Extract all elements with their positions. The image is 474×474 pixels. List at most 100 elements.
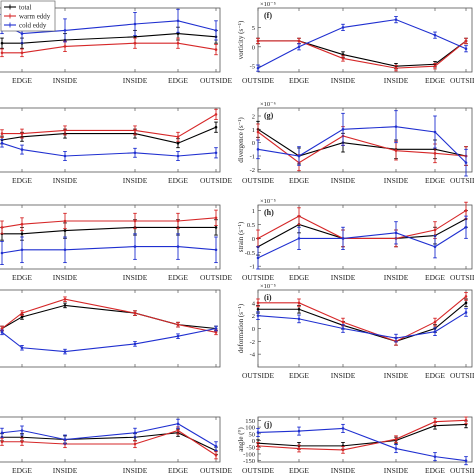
x-tick-label: OUTSIDE [242, 371, 274, 380]
x-tick-label: EDGE [425, 466, 445, 474]
x-tick-label: EDGE [425, 371, 445, 380]
data-point [176, 141, 180, 145]
y-tick-label: -2 [250, 167, 255, 174]
x-tick-label: EDGE [425, 76, 445, 85]
data-point [176, 323, 180, 326]
x-tick-label: INSIDE [331, 76, 356, 85]
data-point [176, 135, 180, 139]
series-line-total [2, 226, 216, 235]
series-line-total [1, 304, 217, 330]
x-tick-label: EDGE [168, 466, 188, 474]
x-tick-label: EDGE [12, 466, 32, 474]
x-tick-label: INSIDE [331, 371, 356, 380]
data-point [214, 331, 218, 334]
x-tick-label: INSIDE [331, 466, 356, 474]
x-tick-label: OUTSIDE [200, 176, 232, 185]
y-tick-label: -0.5 [245, 250, 255, 257]
series-line-warm-eddy [2, 429, 217, 456]
data-point [256, 148, 260, 151]
series-line-warm-eddy [2, 113, 217, 138]
x-tick-label: OUTSIDE [200, 273, 232, 282]
data-point [20, 232, 24, 236]
data-point [297, 154, 301, 158]
y-tick-label: 2 [252, 313, 255, 320]
data-point [63, 248, 67, 252]
data-point [433, 245, 437, 249]
data-point [394, 447, 398, 450]
series-line-cold-eddy [257, 126, 467, 164]
data-point [176, 245, 180, 248]
data-point [297, 301, 301, 305]
data-point [341, 327, 345, 330]
data-point [433, 330, 437, 334]
data-point [20, 32, 24, 35]
series-line-total [1, 126, 217, 144]
data-point [176, 334, 180, 338]
series-line-warm-eddy [258, 295, 467, 342]
data-point [63, 229, 67, 232]
panel-letter: (g) [264, 111, 274, 120]
axis-multiplier: ×10⁻⁵ [260, 198, 276, 205]
y-tick-label: -150 [243, 458, 255, 465]
y-tick-label: 1 [252, 208, 255, 215]
data-point [0, 331, 4, 334]
panel-d [0, 289, 221, 368]
data-point [464, 419, 468, 422]
data-point [464, 209, 468, 212]
data-point [20, 346, 24, 350]
series-line-total [257, 128, 467, 157]
panel-frame [0, 107, 221, 173]
data-point [394, 336, 398, 340]
data-point [176, 154, 180, 158]
series-line-cold-eddy [1, 327, 217, 353]
data-point [341, 427, 345, 430]
data-point [0, 141, 4, 145]
y-tick-label: 0 [252, 326, 255, 333]
panel-f: OUTSIDE EDGE INSIDE INSIDE EDGE OUTSIDE 5 0 -5 ×1… [237, 1, 474, 85]
data-point [20, 429, 24, 432]
data-point [0, 132, 4, 135]
y-tick-label: 100 [245, 425, 255, 432]
y-tick-label: 5 [252, 25, 255, 32]
panel-frame [0, 289, 221, 368]
data-point [133, 431, 137, 435]
legend-label: cold eddy [19, 22, 47, 30]
x-tick-label: INSIDE [53, 76, 78, 85]
panel-e: EDGE INSIDE INSIDE EDGE OUTSIDE [0, 416, 232, 474]
series-line-cold-eddy [1, 423, 217, 447]
data-point [20, 222, 24, 226]
data-point [133, 35, 137, 39]
data-point [133, 151, 137, 155]
data-point [433, 420, 437, 424]
data-point [394, 231, 398, 235]
series-line-warm-eddy [2, 42, 217, 54]
x-tick-label: EDGE [168, 176, 188, 185]
data-point [214, 327, 218, 330]
x-tick-label: OUTSIDE [242, 273, 274, 282]
panel-h: OUTSIDE EDGE INSIDE INSIDE EDGE OUTSIDE 1 0.5 0 -… [237, 198, 474, 282]
x-tick-label: INSIDE [331, 273, 356, 282]
x-tick-label: OUTSIDE [450, 176, 474, 185]
x-tick-label: INSIDE [331, 176, 356, 185]
x-tick-label: INSIDE [384, 76, 409, 85]
data-point [433, 130, 437, 134]
data-point [214, 125, 218, 129]
x-tick-label: OUTSIDE [450, 466, 474, 474]
x-tick-label: INSIDE [123, 176, 148, 185]
panel-letter: (h) [264, 208, 274, 217]
data-point [433, 152, 437, 155]
data-point [0, 440, 4, 444]
series-line-total [2, 432, 217, 452]
x-tick-label: EDGE [425, 176, 445, 185]
x-tick-label: EDGE [289, 76, 309, 85]
data-point [214, 29, 218, 32]
panel-letter: (i) [264, 293, 272, 302]
data-point [297, 317, 301, 321]
x-tick-label: OUTSIDE [242, 176, 274, 185]
x-tick-label: EDGE [289, 466, 309, 474]
series-line-warm-eddy [257, 419, 467, 451]
series-line-cold-eddy [257, 311, 467, 339]
y-tick-label: 4 [252, 300, 256, 307]
data-point [214, 248, 218, 252]
data-point [63, 29, 67, 32]
